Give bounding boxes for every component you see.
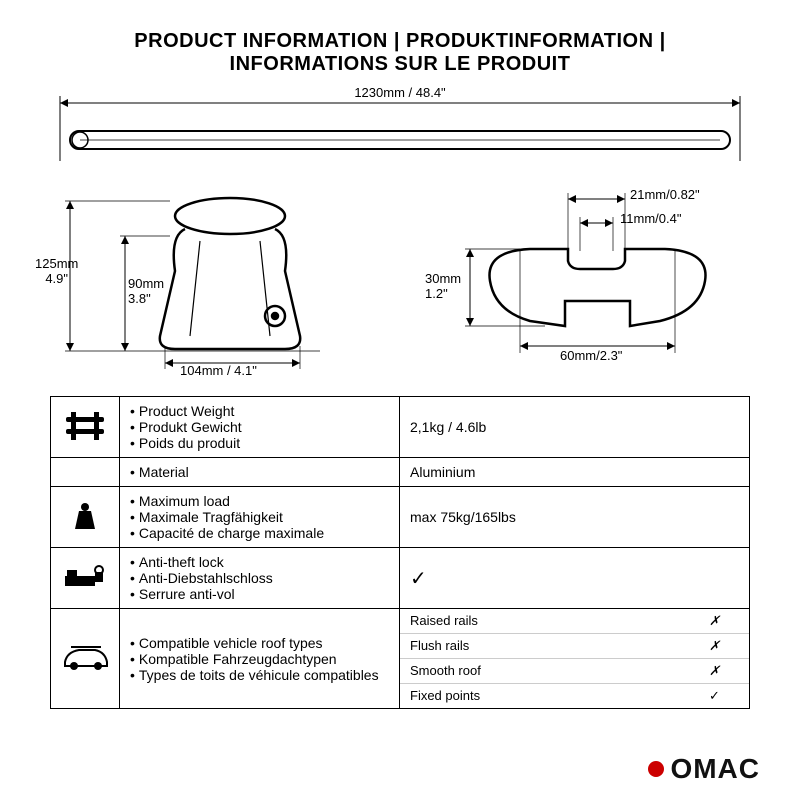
profile-top2: 11mm/0.4" [620, 211, 681, 226]
compat-raised-label: Raised rails [400, 609, 709, 633]
compat-label-3: Types de toits de véhicule compatibles [130, 667, 389, 683]
compat-smooth-label: Smooth roof [400, 659, 709, 683]
title-line-2: INFORMATIONS SUR LE PRODUIT [50, 53, 750, 76]
foot-diagram: 125mm 4.9" 90mm 3.8" 104mm / 4.1" [50, 181, 370, 376]
brand-logo: OMAC [648, 753, 760, 785]
row-load: Maximum load Maximale Tragfähigkeit Capa… [51, 487, 750, 548]
lock-label-3: Serrure anti-vol [130, 586, 389, 602]
profile-top1: 21mm/0.82" [630, 187, 700, 202]
lock-label-1: Anti-theft lock [130, 554, 389, 570]
lock-label-2: Anti-Diebstahlschloss [130, 570, 389, 586]
weight-label-2: Produkt Gewicht [130, 419, 389, 435]
foot-width: 104mm / 4.1" [180, 363, 257, 378]
car-icon [51, 609, 120, 709]
row-lock: Anti-theft lock Anti-Diebstahlschloss Se… [51, 548, 750, 609]
profile-width: 60mm/2.3" [560, 348, 622, 363]
weight-icon [51, 397, 120, 458]
material-label: Material [130, 464, 389, 480]
load-label-1: Maximum load [130, 493, 389, 509]
row-weight: Product Weight Produkt Gewicht Poids du … [51, 397, 750, 458]
title-line-1: PRODUCT INFORMATION | PRODUKTINFORMATION… [50, 30, 750, 53]
weight-value: 2,1kg / 4.6lb [400, 397, 750, 458]
weight-label-1: Product Weight [130, 403, 389, 419]
material-value: Aluminium [400, 458, 750, 487]
profile-diagram: 21mm/0.82" 11mm/0.4" 30mm 1.2" 60mm/2.3" [430, 181, 750, 376]
compat-fixed-val: ✓ [709, 684, 749, 708]
profile-height: 30mm 1.2" [425, 271, 461, 301]
load-label-2: Maximale Tragfähigkeit [130, 509, 389, 525]
compat-flush-val: ✗ [709, 634, 749, 658]
lock-value: ✓ [400, 548, 750, 609]
foot-inner-height: 90mm 3.8" [128, 276, 164, 306]
lock-icon [51, 548, 120, 609]
weight-label-3: Poids du produit [130, 435, 389, 451]
compat-fixed-label: Fixed points [400, 684, 709, 708]
foot-outer-height: 125mm 4.9" [35, 256, 78, 286]
compat-flush-label: Flush rails [400, 634, 709, 658]
load-value: max 75kg/165lbs [400, 487, 750, 548]
compat-label-2: Kompatible Fahrzeugdachtypen [130, 651, 389, 667]
row-material: Material Aluminium [51, 458, 750, 487]
compat-smooth-val: ✗ [709, 659, 749, 683]
load-icon [51, 487, 120, 548]
spec-table: Product Weight Produkt Gewicht Poids du … [50, 396, 750, 709]
row-compat: Compatible vehicle roof types Kompatible… [51, 609, 750, 709]
top-bar-diagram: 1230mm / 48.4" [50, 91, 750, 171]
load-label-3: Capacité de charge maximale [130, 525, 389, 541]
top-dimension-label: 1230mm / 48.4" [50, 85, 750, 100]
logo-dot-icon [648, 761, 664, 777]
compat-label-1: Compatible vehicle roof types [130, 635, 389, 651]
compat-raised-val: ✗ [709, 609, 749, 633]
logo-text: OMAC [670, 753, 760, 785]
